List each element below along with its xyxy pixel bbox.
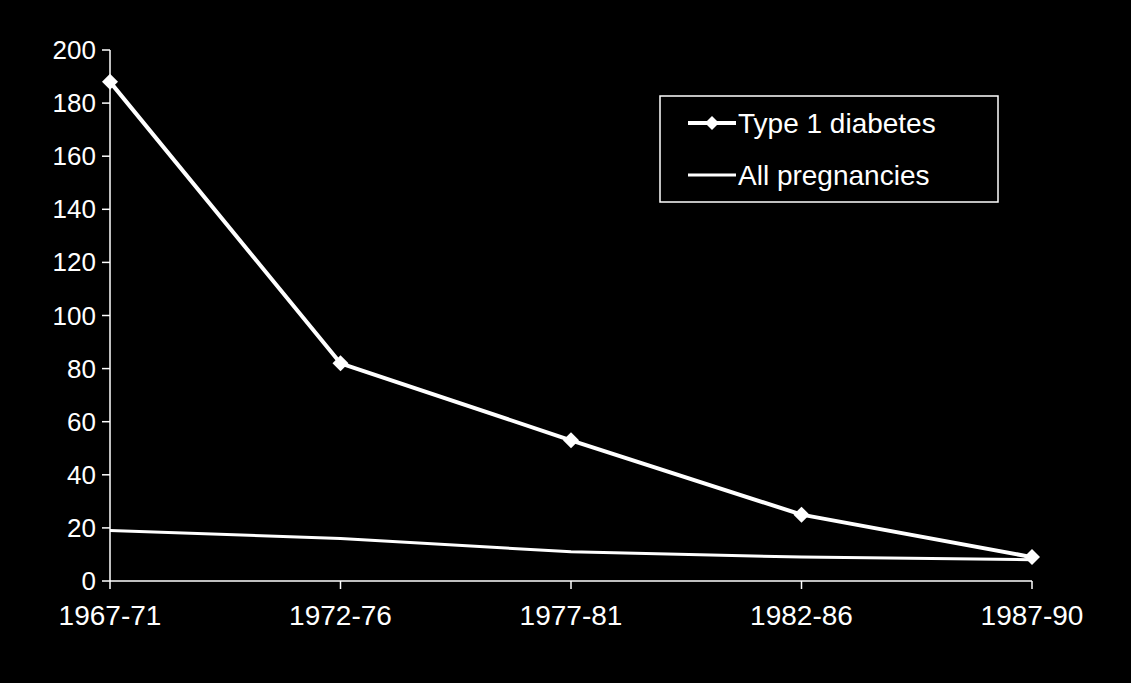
series-marker bbox=[794, 507, 810, 523]
y-tick bbox=[102, 368, 110, 370]
chart-container: 0 20 40 60 80 100 120 140 160 180 200 1967-71 1972-7… bbox=[0, 0, 1131, 683]
x-tick-label: 1972-76 bbox=[289, 600, 392, 631]
y-tick-label: 200 bbox=[53, 35, 96, 65]
legend: Type 1 diabetes All pregnancies bbox=[660, 96, 998, 202]
legend-label: All pregnancies bbox=[738, 160, 929, 191]
series-marker bbox=[333, 355, 349, 371]
x-tick bbox=[801, 581, 803, 589]
plot-area bbox=[102, 74, 1040, 565]
y-tick-label: 40 bbox=[67, 460, 96, 490]
y-tick-label: 100 bbox=[53, 301, 96, 331]
x-tick bbox=[570, 581, 572, 589]
y-tick-label: 140 bbox=[53, 194, 96, 224]
x-tick bbox=[340, 581, 342, 589]
series-marker bbox=[102, 74, 118, 90]
y-tick bbox=[102, 527, 110, 529]
y-tick bbox=[102, 262, 110, 264]
x-tick-label: 1987-90 bbox=[981, 600, 1084, 631]
y-tick bbox=[102, 155, 110, 157]
background bbox=[0, 0, 1131, 683]
chart-svg: 0 20 40 60 80 100 120 140 160 180 200 1967-71 1972-7… bbox=[0, 0, 1131, 683]
y-tick bbox=[102, 209, 110, 211]
series-marker bbox=[563, 432, 579, 448]
y-tick bbox=[102, 474, 110, 476]
y-tick-label: 60 bbox=[67, 407, 96, 437]
y-tick-label: 180 bbox=[53, 88, 96, 118]
legend-key bbox=[688, 174, 736, 177]
x-tick-label: 1967-71 bbox=[59, 600, 162, 631]
x-tick bbox=[1031, 581, 1033, 589]
y-tick bbox=[102, 102, 110, 104]
legend-box bbox=[660, 96, 998, 202]
x-tick-label: 1982-86 bbox=[750, 600, 853, 631]
series-marker bbox=[1024, 549, 1040, 565]
y-tick-label: 0 bbox=[82, 566, 96, 596]
y-tick bbox=[102, 580, 110, 582]
y-tick-label: 120 bbox=[53, 247, 96, 277]
legend-marker bbox=[705, 116, 719, 130]
series-line bbox=[110, 82, 1032, 557]
y-tick bbox=[102, 49, 110, 51]
y-tick bbox=[102, 315, 110, 317]
x-tick bbox=[109, 581, 111, 589]
y-tick-label: 160 bbox=[53, 141, 96, 171]
y-tick bbox=[102, 421, 110, 423]
y-tick-label: 80 bbox=[67, 354, 96, 384]
series-line bbox=[110, 531, 1032, 560]
x-tick-label: 1977-81 bbox=[520, 600, 623, 631]
y-tick-label: 20 bbox=[67, 513, 96, 543]
legend-label: Type 1 diabetes bbox=[738, 108, 936, 139]
